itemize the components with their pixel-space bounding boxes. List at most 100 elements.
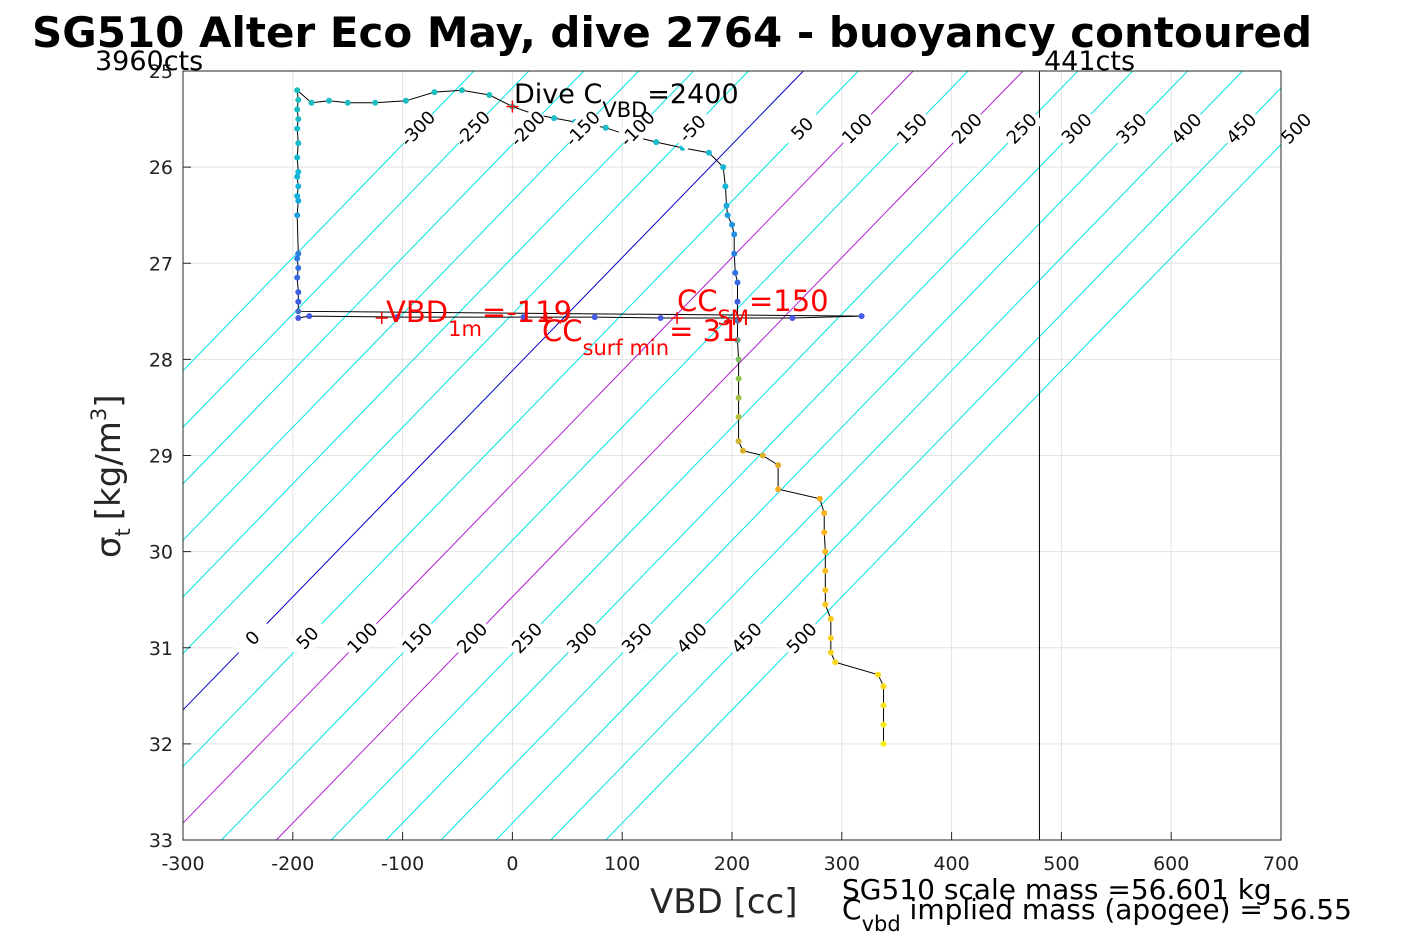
cc-sm-base: CC — [677, 284, 718, 318]
profile-point — [880, 683, 887, 690]
contour-label-bg — [1109, 106, 1154, 151]
profile-point — [822, 601, 829, 608]
profile-point — [486, 92, 493, 99]
contour-label-bg — [670, 616, 714, 661]
y-tick-label: 30 — [149, 542, 173, 564]
dive-cvbd-sub: VBD — [602, 98, 647, 122]
vbd-1m-value: =-119 — [482, 295, 572, 329]
contour-line — [183, 71, 914, 824]
contour-line — [183, 71, 475, 372]
y-tick-label: 25 — [149, 61, 173, 83]
profile-point — [602, 124, 609, 131]
profile-point — [295, 315, 302, 322]
contour-label-bg — [560, 106, 605, 151]
dive-cvbd-value: =2400 — [647, 79, 738, 110]
contour-label-bg — [505, 616, 550, 661]
profile-point — [295, 96, 302, 103]
contour-label-bg — [1219, 106, 1264, 151]
dive-cvbd-label: Dive CVBD=2400 — [514, 79, 739, 122]
profile-point — [431, 89, 438, 96]
profile-point — [723, 202, 730, 209]
contour-line — [385, 71, 1134, 840]
contour-line — [183, 71, 804, 711]
profile-point — [372, 99, 379, 106]
contour-label-bg — [835, 106, 879, 151]
footer-implied-mass: Cvbd implied mass (apogee) = 56.55 — [842, 893, 1352, 936]
profile-point — [821, 529, 828, 536]
contour-label-bg — [1164, 106, 1209, 151]
profile-point — [775, 486, 782, 493]
x-tick-label: -300 — [161, 853, 204, 875]
contour-label-bg — [615, 106, 660, 151]
contour-line — [605, 143, 1281, 840]
profile-point — [705, 149, 712, 156]
profile-point — [720, 164, 727, 171]
profile-point — [458, 87, 465, 94]
vbd-1m-label: VBD1m=-119 — [386, 295, 572, 341]
cc-surf-min-base: CC — [542, 314, 583, 348]
contour-label-bg — [451, 106, 495, 151]
contour-label-bg — [230, 616, 275, 661]
cc-sm-sub: SM — [718, 306, 749, 330]
profile-point — [827, 649, 834, 656]
x-tick-label: 100 — [604, 853, 640, 875]
profile-point — [295, 168, 302, 175]
profile-point — [344, 99, 351, 106]
profile-point — [858, 313, 865, 320]
profile-point — [731, 231, 738, 238]
y-tick-label: 28 — [149, 349, 173, 371]
profile-point — [294, 173, 301, 180]
contour-line — [550, 87, 1281, 840]
count-label-left: 3960cts — [95, 46, 203, 77]
profile-point — [729, 221, 735, 228]
contour-line — [221, 71, 969, 840]
profile-point — [294, 274, 301, 281]
profile-point — [775, 462, 782, 469]
contour-label-bg — [1274, 106, 1319, 151]
contour-label-bg — [450, 616, 495, 661]
contour-line — [275, 71, 1024, 840]
contour-label-bg — [779, 616, 824, 661]
cc-sm-label: CCSM=150 — [677, 284, 829, 330]
contour-line — [440, 71, 1189, 840]
chart-title: SG510 Alter Eco May, dive 2764 - buoyanc… — [32, 8, 1312, 57]
x-tick-label: 500 — [1043, 853, 1079, 875]
profile-point — [822, 587, 829, 594]
profile-point — [295, 308, 302, 315]
contour-line — [183, 71, 859, 768]
cc-surf-min-label: CCsurf min= 31 — [542, 314, 739, 360]
y-axis-label-sub: t — [111, 528, 135, 536]
contour-line — [183, 71, 640, 542]
x-tick-label: 400 — [933, 853, 969, 875]
footer-cvbd-base: C — [842, 893, 862, 926]
y-tick-label: 27 — [149, 253, 173, 275]
profile-point — [880, 721, 887, 728]
contour-label-bg — [945, 106, 989, 151]
profile-point — [551, 115, 558, 122]
buoyancy-contours — [183, 71, 1281, 840]
profile-point — [294, 192, 301, 199]
contour-label-bg — [395, 616, 440, 661]
contour-label-group: 200 — [450, 616, 495, 661]
x-tick-label: 0 — [506, 853, 518, 875]
contour-label-bg — [724, 616, 769, 661]
profile-point — [734, 298, 741, 305]
profile-points — [294, 87, 887, 747]
count-label-right: 441cts — [1044, 46, 1135, 77]
profile-point — [295, 289, 302, 296]
contour-label-bg — [560, 616, 604, 661]
profile-point — [295, 140, 302, 147]
y-axis-label-close: ] — [89, 394, 129, 407]
profile-point — [653, 139, 660, 146]
contour-label-group: 100 — [340, 616, 385, 661]
x-tick-label: -100 — [381, 853, 424, 875]
profile-point — [822, 567, 829, 574]
profile-point — [657, 315, 664, 322]
contour-labels: -300 -250 -200 -150 -100 -50 50 100 150 200 250 300… — [230, 106, 1319, 661]
profile-point — [735, 356, 742, 363]
x-tick-label: 600 — [1153, 853, 1189, 875]
dive-cvbd-base: Dive C — [514, 79, 602, 110]
y-tick-label: 29 — [149, 446, 173, 468]
y-axis-label-base: σ — [89, 536, 129, 558]
profile-point — [294, 87, 301, 94]
